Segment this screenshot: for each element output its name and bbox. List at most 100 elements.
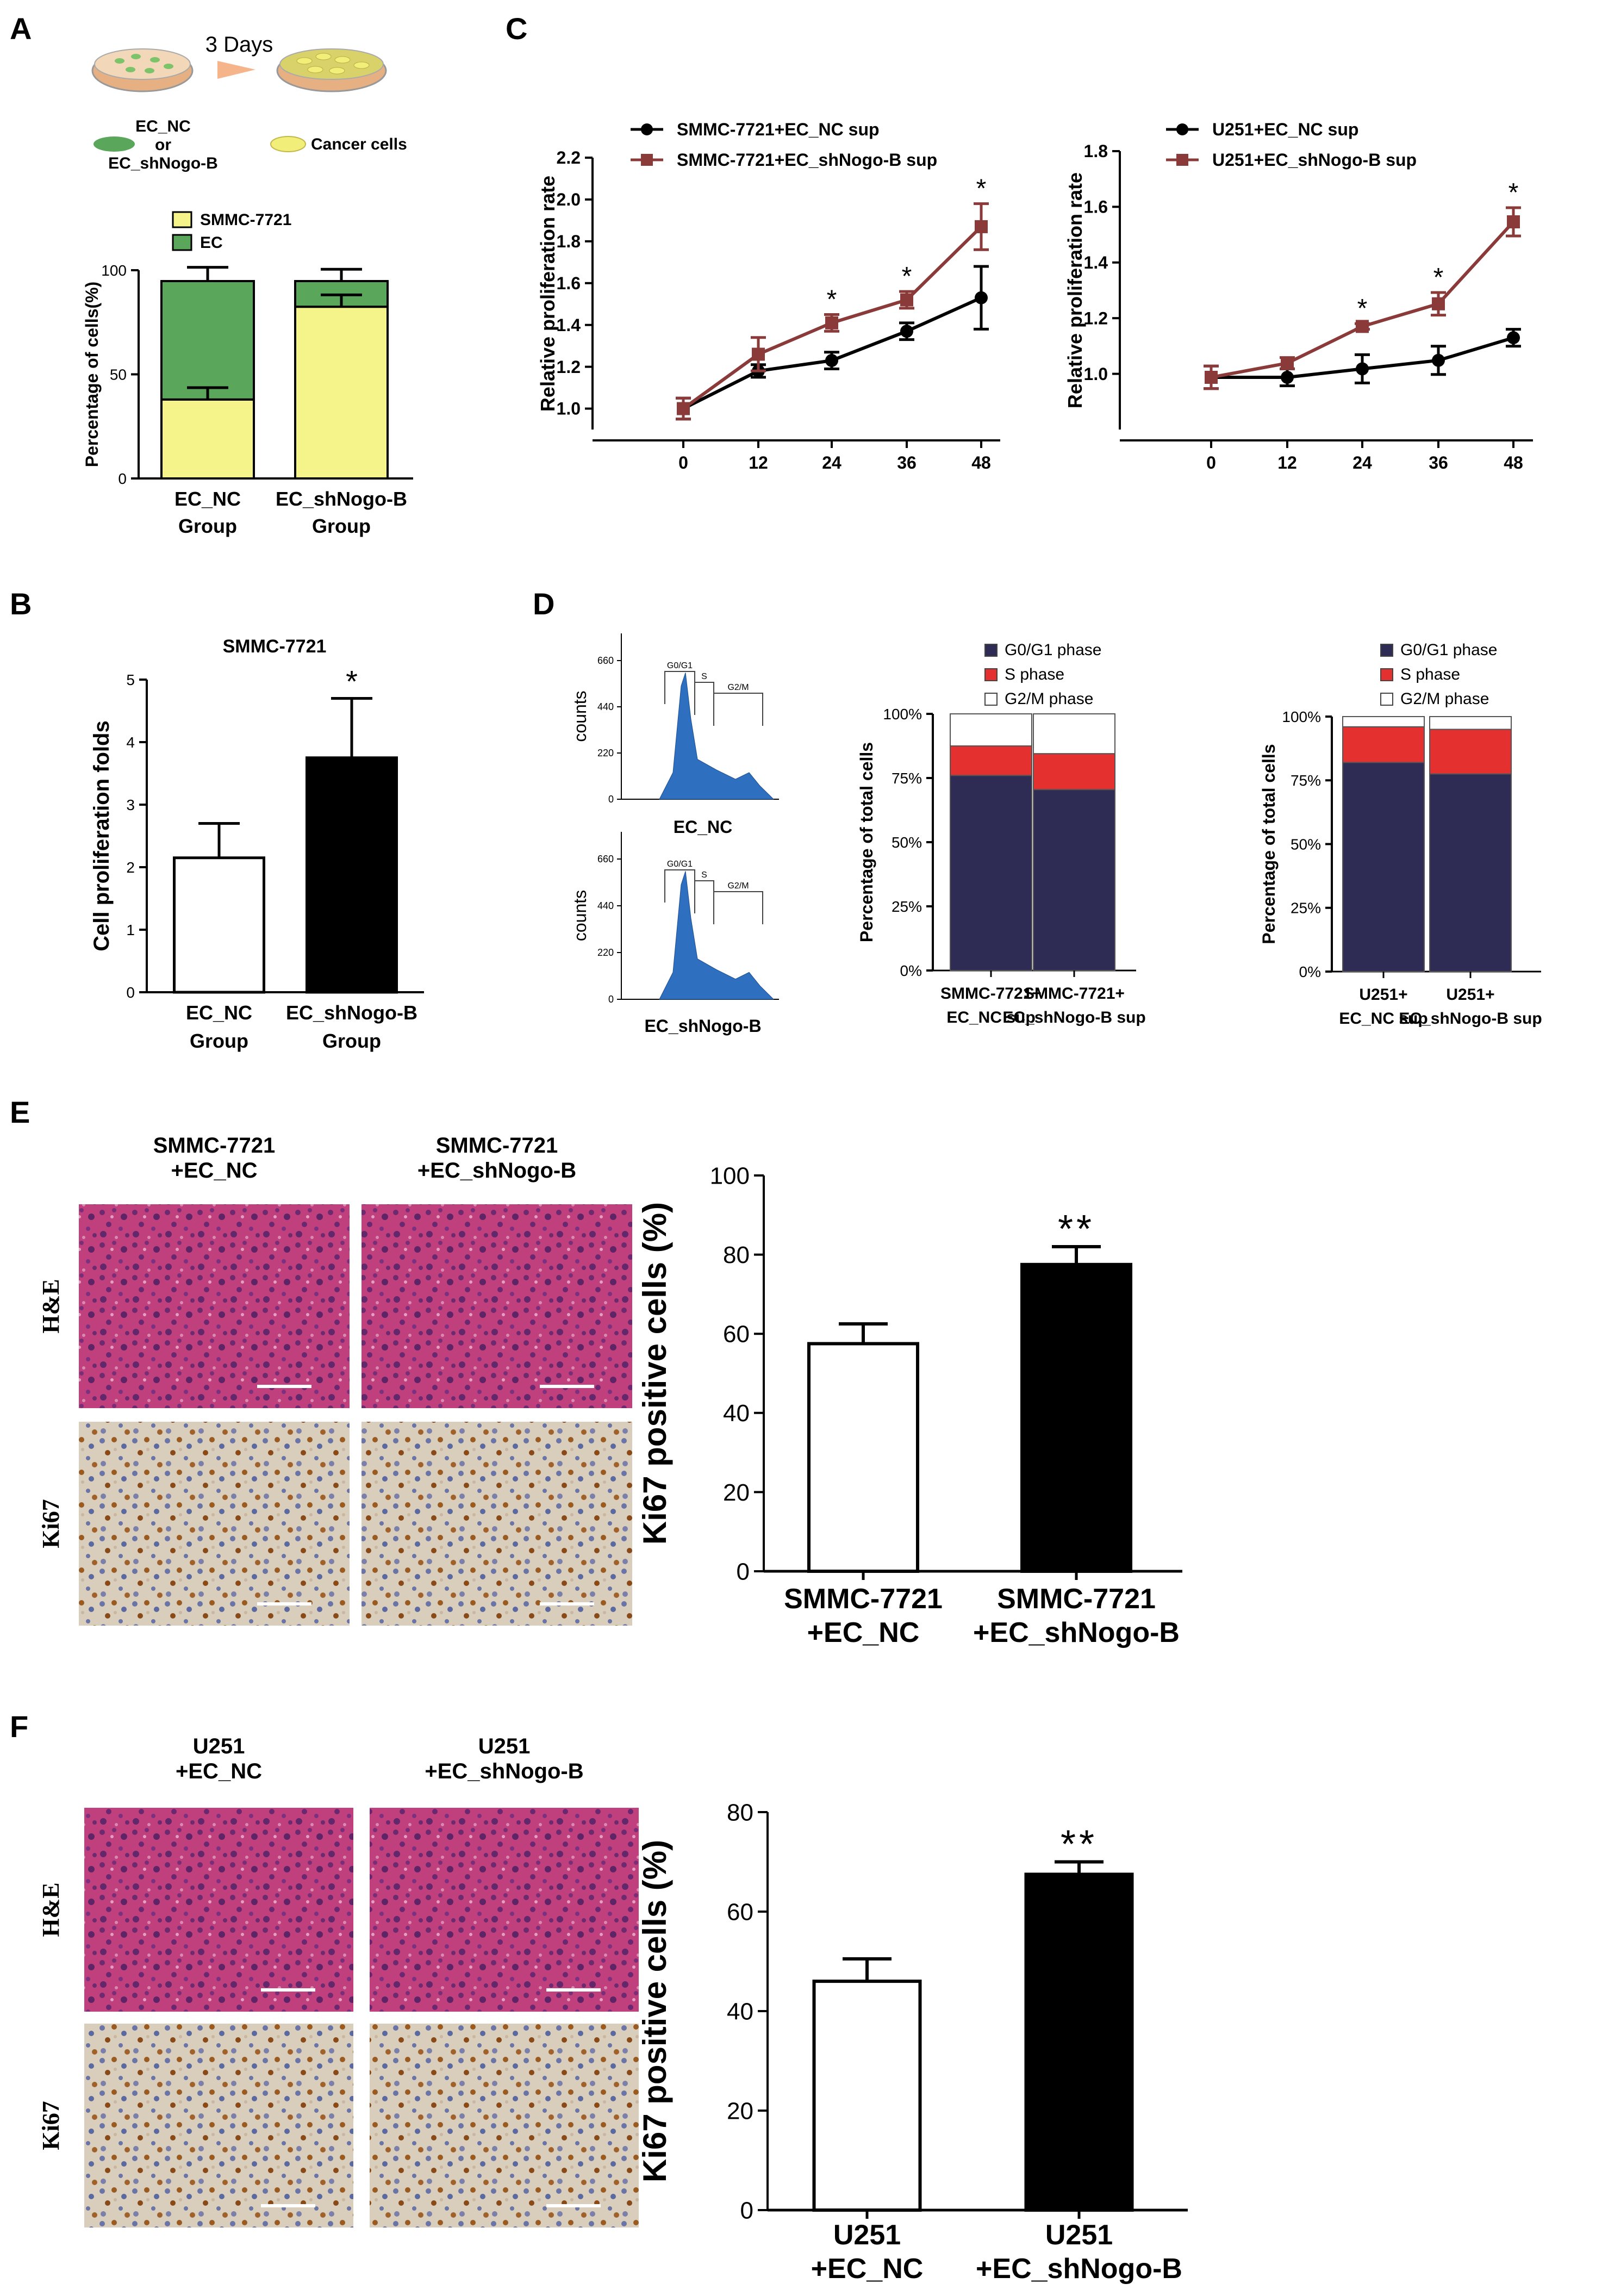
y-axis-label: Percentage of total cells (857, 742, 876, 942)
y-tick-label: 40 (727, 1998, 753, 2025)
x-tick-label: 24 (1352, 453, 1372, 472)
y-tick-label: 100% (883, 706, 922, 723)
legend-marker (641, 154, 653, 166)
hist-y-tick-label: 220 (597, 748, 614, 758)
legend-swatch (984, 644, 998, 657)
legend-label: SMMC-7721+EC_NC sup (677, 120, 880, 139)
y-tick-label: 1.6 (557, 273, 581, 293)
data-point (1507, 331, 1520, 345)
bar (807, 1342, 919, 1573)
ki67-micrograph (370, 2024, 639, 2227)
category-label: SMMC-7721 +EC_NC (784, 1583, 943, 1648)
bar-segment (1429, 773, 1512, 973)
y-tick-label: 4 (126, 734, 135, 751)
significance-marker: * (1509, 178, 1519, 207)
significance-marker: * (346, 664, 358, 699)
legend-label: G0/G1 phase (1400, 641, 1497, 659)
y-tick-label: 50% (892, 834, 922, 851)
ki67-micrograph (79, 1422, 350, 1626)
y-tick-label: 0% (900, 962, 922, 979)
ki67-micrograph (361, 1422, 632, 1626)
y-tick-label: 2 (126, 859, 135, 876)
row-label: H&E (38, 1279, 64, 1333)
y-axis-label: Percentage of total cells (1259, 744, 1279, 944)
gate-label: G2/M (727, 683, 749, 692)
legend-swatch (172, 234, 192, 251)
category-label: EC_NC Group (174, 488, 241, 537)
legend-swatch (172, 211, 192, 228)
bar (1024, 1872, 1134, 2212)
y-tick-label: 1.2 (1084, 308, 1108, 328)
gate-label: G2/M (727, 881, 749, 891)
panel-a-schematic: 3 Days EC_NC or EC_shNogo-B Cancer cells (91, 33, 407, 172)
column-header: SMMC-7721 +EC_NC (153, 1134, 276, 1183)
category-label: U251+ EC_NC sup (1339, 986, 1428, 1028)
data-point (975, 291, 988, 304)
y-tick-label: 25% (1291, 900, 1321, 917)
y-tick-label: 50% (1291, 836, 1321, 853)
hist-y-tick-label: 660 (597, 854, 614, 864)
x-tick-label: 48 (971, 453, 991, 472)
y-axis-label: Ki67 positive cells (%) (637, 1840, 673, 2182)
bar (306, 756, 398, 994)
bar (812, 1980, 922, 2212)
bar-segment (1429, 716, 1512, 730)
category-label: SMMC-7721+ EC_shNogo-B sup (1002, 985, 1145, 1026)
chart-a: 0 50 100 Percentage of cells(%) SMMC-7721 EC E… (82, 211, 413, 537)
data-point (1281, 371, 1294, 384)
hist-sample-label: EC_shNogo-B (644, 1016, 761, 1036)
legend-label: S phase (1005, 665, 1064, 683)
y-tick-label: 60 (723, 1321, 750, 1348)
bar-segment (294, 306, 389, 480)
data-point (1507, 215, 1520, 228)
legend-swatch (1380, 693, 1393, 706)
y-tick-label: 60 (727, 1899, 753, 1925)
category-label: EC_NC Group (186, 1001, 252, 1052)
significance-marker: * (976, 175, 987, 203)
y-axis-label: Percentage of cells(%) (82, 282, 102, 467)
bar-segment (1033, 789, 1115, 971)
y-tick-label: 2.0 (557, 190, 581, 209)
he-micrograph (84, 1808, 353, 2012)
legend-label: SMMC-7721 (200, 211, 291, 229)
y-tick-label: 0 (118, 470, 127, 487)
bar (1020, 1262, 1132, 1573)
legend-swatch (1380, 644, 1393, 657)
significance-marker: * (902, 262, 912, 291)
panel-letter-a: A (10, 11, 32, 46)
y-tick-label: 50 (110, 366, 127, 383)
column-header: U251 +EC_NC (176, 1734, 262, 1783)
bar-segment (1033, 753, 1115, 791)
bar-segment (1342, 762, 1425, 973)
category-label: SMMC-7721 +EC_shNogo-B (973, 1583, 1180, 1648)
row-label: Ki67 (38, 2101, 64, 2150)
y-tick-label: 100 (101, 262, 127, 279)
y-tick-label: 20 (723, 1479, 750, 1506)
y-tick-label: 5 (126, 671, 135, 688)
y-tick-label: 1.2 (557, 357, 581, 377)
x-tick-label: 48 (1504, 453, 1523, 472)
x-tick-label: 24 (822, 453, 841, 472)
chart-c-smmc: 1.0 1.2 1.4 1.6 1.8 2.0 2.2 Relative proliferat… (537, 120, 1000, 472)
chart-f: 0 20 40 60 80 Ki67 positive cells (%) U251 +EC_… (637, 1799, 1188, 2285)
y-tick-label: 1.6 (1084, 197, 1108, 217)
gate-label: G0/G1 (667, 860, 693, 869)
panel-f-micrographs: U251 +EC_NC U251 +EC_shNogo-B H&E Ki67 (38, 1734, 639, 2227)
legend-label: U251+EC_NC sup (1212, 120, 1358, 139)
significance-marker: * (1433, 263, 1444, 292)
legend-label: S phase (1400, 665, 1460, 683)
days-label: 3 Days (205, 33, 273, 57)
y-tick-label: 0% (1299, 963, 1321, 980)
cancer-legend-label: Cancer cells (311, 135, 407, 153)
ki67-micrograph (84, 2024, 353, 2227)
panel-letter-e: E (10, 1095, 30, 1129)
gate-bracket (713, 693, 763, 726)
bar-segment (1342, 726, 1425, 763)
x-tick-label: 36 (897, 453, 917, 472)
y-tick-label: 100% (1282, 708, 1321, 725)
panel-letter-f: F (10, 1709, 28, 1744)
y-axis-label: Relative proliferation rate (1064, 172, 1086, 408)
hist-y-label: counts (570, 890, 590, 941)
x-tick-label: 12 (749, 453, 768, 472)
legend-swatch (984, 693, 998, 706)
